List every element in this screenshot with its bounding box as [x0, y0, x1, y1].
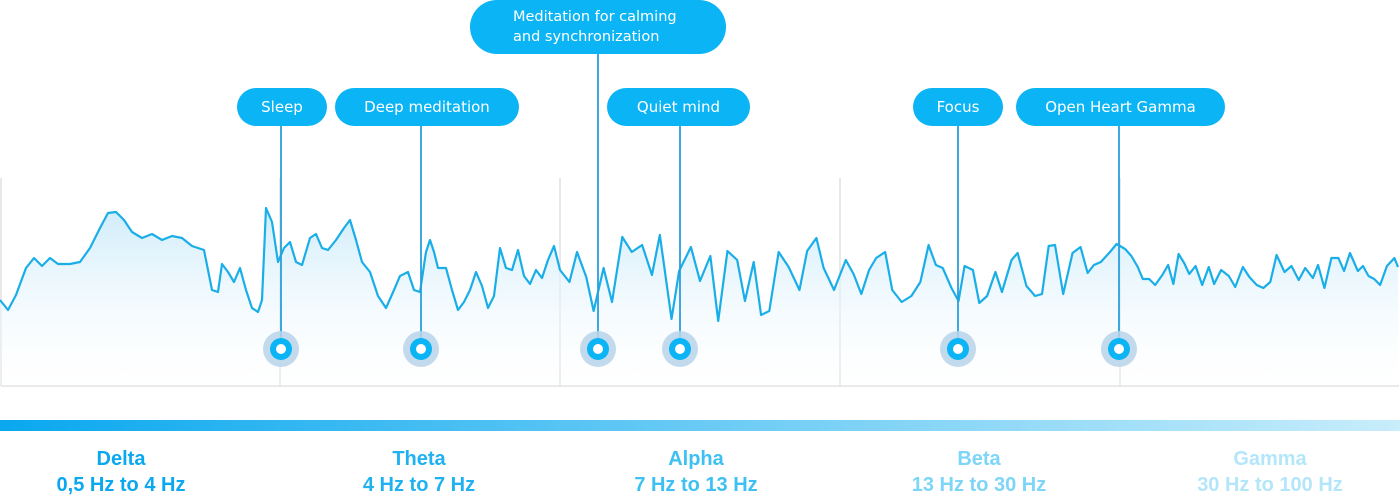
band-name: Beta [957, 448, 1001, 470]
band-label-delta: Delta 0,5 Hz to 4 Hz [0, 446, 261, 498]
marker-dot-focus [940, 331, 976, 367]
marker-label-text: Focus [936, 98, 980, 116]
band-name: Alpha [668, 448, 724, 470]
marker-label-text: Sleep [261, 98, 303, 116]
band-name: Delta [96, 448, 146, 470]
band-name: Gamma [1233, 448, 1307, 470]
frequency-spectrum-bar [0, 420, 1400, 431]
wave-area [0, 208, 1398, 386]
marker-label-line-2: and synchronization [513, 29, 660, 45]
marker-dot-sleep [263, 331, 299, 367]
marker-dot-quiet-mind [662, 331, 698, 367]
band-label-theta: Theta 4 Hz to 7 Hz [279, 446, 559, 498]
marker-label-text: Open Heart Gamma [1045, 98, 1196, 116]
band-range: 7 Hz to 13 Hz [634, 474, 758, 496]
wave-line [0, 206, 1400, 323]
marker-label-meditation-calming: Meditation for calming and synchronizati… [470, 0, 726, 54]
marker-dot-meditation-calming [580, 331, 616, 367]
marker-dot-deep-meditation [403, 331, 439, 367]
marker-lines [280, 54, 1120, 349]
band-range: 4 Hz to 7 Hz [362, 474, 476, 496]
band-name: Theta [392, 448, 446, 470]
marker-label-open-heart-gamma: Open Heart Gamma [1016, 88, 1225, 126]
band-range: 0,5 Hz to 4 Hz [56, 474, 186, 496]
marker-label-line-1: Meditation for calming [513, 9, 677, 25]
marker-label-text: Quiet mind [636, 98, 721, 116]
marker-dot-open-heart-gamma [1101, 331, 1137, 367]
marker-label-text: Deep meditation [364, 98, 490, 116]
marker-label-focus: Focus [913, 88, 1003, 126]
band-range: 30 Hz to 100 Hz [1197, 474, 1343, 496]
band-range: 13 Hz to 30 Hz [911, 474, 1047, 496]
band-label-beta: Beta 13 Hz to 30 Hz [839, 446, 1119, 498]
marker-label-deep-meditation: Deep meditation [335, 88, 519, 126]
marker-label-quiet-mind: Quiet mind [607, 88, 750, 126]
band-label-alpha: Alpha 7 Hz to 13 Hz [556, 446, 836, 498]
band-label-gamma: Gamma 30 Hz to 100 Hz [1130, 446, 1400, 498]
marker-label-sleep: Sleep [237, 88, 327, 126]
